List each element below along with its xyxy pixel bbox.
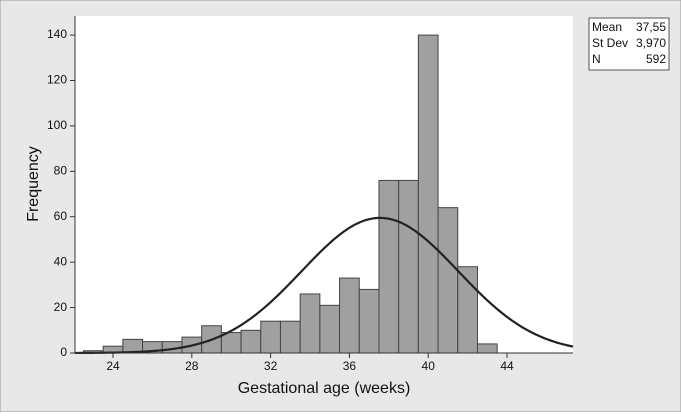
stat-label: Mean bbox=[592, 20, 622, 34]
y-tick-label: 0 bbox=[60, 345, 67, 359]
stat-value: 592 bbox=[646, 52, 666, 66]
stat-label: St Dev bbox=[592, 36, 628, 50]
y-tick-label: 20 bbox=[54, 300, 68, 314]
bar bbox=[339, 277, 360, 354]
stat-value: 37,55 bbox=[636, 20, 666, 34]
x-axis-title: Gestational age (weeks) bbox=[238, 380, 411, 397]
y-tick-label: 100 bbox=[47, 118, 67, 132]
bar bbox=[398, 179, 419, 354]
x-tick-label: 28 bbox=[185, 359, 199, 373]
bar bbox=[476, 343, 498, 354]
stat-value: 3,970 bbox=[636, 36, 666, 50]
bar bbox=[240, 329, 262, 354]
y-tick-label: 140 bbox=[47, 27, 67, 41]
fit-curve bbox=[75, 216, 574, 355]
x-tick-label: 44 bbox=[500, 359, 514, 373]
y-tick-label: 80 bbox=[54, 164, 68, 178]
x-tick-label: 24 bbox=[106, 359, 120, 373]
bar bbox=[279, 320, 301, 354]
y-tick-label: 40 bbox=[54, 254, 68, 268]
bar bbox=[260, 320, 281, 354]
x-tick-label: 36 bbox=[343, 359, 357, 373]
y-tick-label: 60 bbox=[54, 209, 68, 223]
bar bbox=[319, 304, 341, 354]
bar bbox=[378, 179, 400, 354]
plot-area bbox=[75, 16, 573, 353]
x-tick-label: 32 bbox=[264, 359, 278, 373]
bar bbox=[299, 293, 321, 354]
bar bbox=[358, 288, 380, 354]
bar bbox=[437, 207, 459, 354]
stats-box bbox=[588, 17, 670, 71]
stat-label: N bbox=[592, 52, 601, 66]
y-tick-label: 120 bbox=[47, 73, 67, 87]
x-tick-label: 40 bbox=[422, 359, 436, 373]
bar bbox=[220, 332, 242, 354]
y-axis-title: Frequency bbox=[25, 146, 42, 222]
bar bbox=[417, 34, 439, 354]
